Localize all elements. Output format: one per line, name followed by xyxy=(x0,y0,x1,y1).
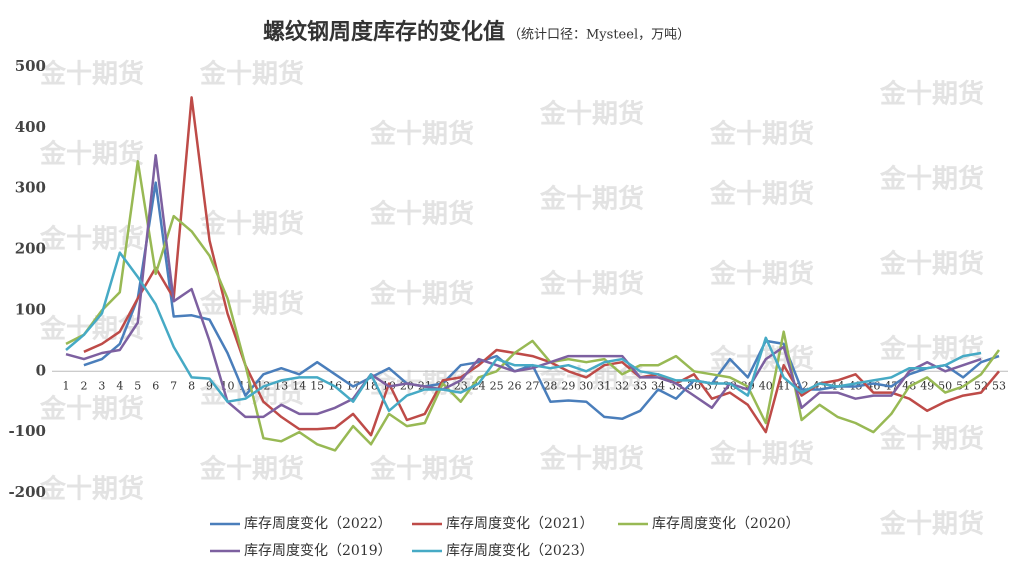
legend-item: 库存周度变化（2022） xyxy=(210,516,392,532)
legend-label: 库存周度变化（2020） xyxy=(652,516,800,532)
watermark: 金十期货 xyxy=(199,59,304,90)
x-tick-label: 20 xyxy=(400,379,414,392)
watermark: 金十期货 xyxy=(369,199,474,230)
watermark: 金十期货 xyxy=(539,269,644,300)
y-tick-label: 300 xyxy=(15,179,46,197)
legend-item: 库存周度变化（2021） xyxy=(412,516,594,532)
x-tick-label: 7 xyxy=(170,379,177,392)
series-line xyxy=(65,160,1001,452)
watermark: 金十期货 xyxy=(539,184,644,215)
watermark: 金十期货 xyxy=(879,509,984,540)
x-tick-label: 29 xyxy=(561,379,575,392)
watermark: 金十期货 xyxy=(879,424,984,455)
x-tick-label: 49 xyxy=(920,379,934,392)
x-tick-label: 25 xyxy=(490,379,504,392)
watermark: 金十期货 xyxy=(879,249,984,280)
y-tick-label: 0 xyxy=(36,361,46,379)
legend-item: 库存周度变化（2020） xyxy=(618,516,800,532)
watermark: 金十期货 xyxy=(39,394,144,425)
watermark: 金十期货 xyxy=(199,289,304,320)
legend-label: 库存周度变化（2021） xyxy=(446,516,594,532)
series-line xyxy=(83,96,1000,437)
x-tick-label: 1 xyxy=(63,379,70,392)
x-tick-label: 8 xyxy=(188,379,195,392)
watermark: 金十期货 xyxy=(709,119,814,150)
legend-item: 库存周度变化（2019） xyxy=(210,543,392,559)
x-tick-label: 6 xyxy=(152,379,159,392)
x-tick-label: 34 xyxy=(651,379,665,392)
x-tick-label: 3 xyxy=(98,379,105,392)
watermark: 金十期货 xyxy=(539,444,644,475)
x-tick-label: 40 xyxy=(759,379,773,392)
x-tick-label: 33 xyxy=(633,379,647,392)
watermark: 金十期货 xyxy=(539,99,644,130)
watermark: 金十期货 xyxy=(369,119,474,150)
legend-label: 库存周度变化（2019） xyxy=(244,543,392,559)
watermark: 金十期货 xyxy=(39,59,144,90)
y-tick-label: 100 xyxy=(15,300,46,318)
watermark: 金十期货 xyxy=(369,454,474,485)
y-tick-label: -200 xyxy=(8,483,46,501)
x-tick-label: 31 xyxy=(597,379,611,392)
chart-title: 螺纹钢周度库存的变化值 xyxy=(263,19,505,45)
x-tick-label: 32 xyxy=(615,379,629,392)
legend-label: 库存周度变化（2022） xyxy=(244,516,392,532)
watermark: 金十期货 xyxy=(369,279,474,310)
y-tick-label: 400 xyxy=(15,118,46,136)
legend-item: 库存周度变化（2023） xyxy=(412,543,594,559)
x-tick-label: 14 xyxy=(292,379,306,392)
series-line xyxy=(65,251,982,413)
watermark: 金十期货 xyxy=(199,209,304,240)
x-tick-label: 27 xyxy=(526,379,540,392)
watermark: 金十期货 xyxy=(879,164,984,195)
watermark: 金十期货 xyxy=(39,474,144,505)
y-tick-label: 200 xyxy=(15,240,46,258)
x-tick-label: 9 xyxy=(206,379,213,392)
x-tick-label: 4 xyxy=(116,379,123,392)
watermark: 金十期货 xyxy=(709,179,814,210)
watermark: 金十期货 xyxy=(199,454,304,485)
watermark: 金十期货 xyxy=(709,439,814,470)
legend-label: 库存周度变化（2023） xyxy=(446,543,594,559)
x-tick-label: 5 xyxy=(134,379,141,392)
x-tick-label: 2 xyxy=(80,379,87,392)
x-tick-label: 26 xyxy=(508,379,522,392)
watermark: 金十期货 xyxy=(709,259,814,290)
series-line xyxy=(65,153,982,419)
watermark: 金十期货 xyxy=(39,139,144,170)
y-tick-label: -100 xyxy=(8,422,46,440)
x-tick-label: 15 xyxy=(310,379,324,392)
chart-subtitle: （统计口径：Mysteel，万吨） xyxy=(508,28,690,43)
x-tick-label: 30 xyxy=(579,379,593,392)
x-tick-label: 28 xyxy=(543,379,557,392)
series-line xyxy=(83,181,1000,421)
watermark: 金十期货 xyxy=(879,79,984,110)
watermark: 金十期货 xyxy=(879,334,984,365)
y-tick-label: 500 xyxy=(15,57,46,75)
x-tick-label: 53 xyxy=(992,379,1006,392)
